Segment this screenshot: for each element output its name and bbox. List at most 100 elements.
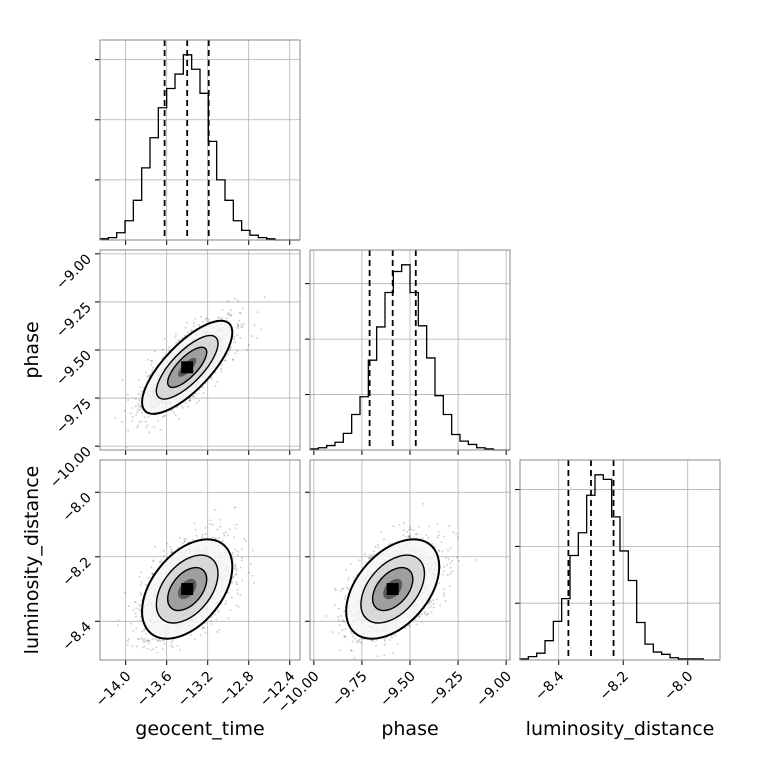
- sample-point: [195, 401, 198, 404]
- sample-point: [150, 360, 152, 362]
- sample-point: [236, 550, 239, 553]
- sample-point: [159, 561, 162, 564]
- density-peak: [181, 361, 194, 374]
- histogram-bin: [570, 555, 578, 660]
- sample-point: [151, 573, 154, 576]
- sample-point: [140, 593, 143, 596]
- histogram-bin: [578, 533, 586, 660]
- sample-point: [157, 419, 160, 422]
- sample-point: [239, 336, 242, 339]
- sample-point: [202, 392, 205, 394]
- sample-point: [234, 352, 237, 355]
- sample-point: [142, 641, 145, 643]
- sample-point: [132, 629, 135, 632]
- panel-frame: [99, 249, 301, 451]
- sample-point: [193, 522, 196, 525]
- sample-point: [251, 549, 254, 552]
- sample-point: [260, 328, 262, 331]
- sample-point: [139, 609, 142, 612]
- sample-point: [152, 366, 155, 369]
- sample-point: [237, 327, 240, 330]
- sample-point: [204, 631, 207, 634]
- sample-point: [117, 619, 120, 622]
- sample-point: [233, 336, 236, 338]
- sample-point: [238, 311, 241, 314]
- histogram-bin: [360, 397, 368, 450]
- sample-point: [163, 549, 165, 552]
- sample-point: [232, 575, 235, 578]
- sample-point: [196, 392, 199, 395]
- sample-point: [121, 420, 124, 423]
- sample-point: [156, 639, 159, 642]
- sample-point: [199, 634, 202, 637]
- sample-point: [175, 406, 178, 409]
- sample-point: [135, 607, 138, 610]
- histogram-bin: [628, 580, 636, 660]
- sample-point: [190, 634, 193, 637]
- sample-point: [145, 420, 147, 423]
- histogram-bin: [537, 653, 545, 660]
- sample-point: [146, 640, 149, 643]
- sample-point: [137, 408, 140, 411]
- sample-point: [231, 580, 233, 583]
- sample-point: [234, 548, 237, 551]
- sample-point: [150, 363, 153, 366]
- sample-point: [139, 393, 142, 396]
- sample-point: [139, 408, 141, 411]
- sample-point: [220, 367, 223, 370]
- sample-point: [142, 638, 145, 641]
- sample-point: [151, 638, 154, 641]
- sample-point: [145, 583, 147, 586]
- sample-point: [147, 415, 150, 418]
- sample-point: [138, 421, 141, 424]
- sample-point: [229, 609, 232, 612]
- sample-point: [240, 323, 243, 326]
- sample-point: [139, 571, 142, 574]
- sample-point: [126, 643, 129, 646]
- sample-point: [210, 377, 213, 380]
- sample-point: [234, 506, 237, 509]
- sample-point: [178, 417, 181, 420]
- histogram-bin: [200, 93, 208, 240]
- histogram-bin: [150, 138, 158, 240]
- histogram-bin: [603, 479, 611, 660]
- sample-point: [228, 349, 231, 352]
- sample-point: [137, 603, 140, 606]
- sample-point: [140, 390, 143, 393]
- sample-point: [136, 424, 139, 427]
- sample-point: [256, 311, 259, 314]
- sample-point: [159, 428, 162, 431]
- sample-point: [170, 641, 173, 644]
- sample-point: [221, 317, 224, 320]
- sample-point: [224, 359, 227, 362]
- sample-point: [137, 402, 140, 405]
- density-peak: [181, 583, 194, 596]
- sample-point: [135, 615, 137, 618]
- histogram-bin: [250, 235, 258, 240]
- sample-point: [148, 374, 151, 377]
- sample-point: [215, 618, 218, 621]
- panel-frame: [99, 459, 301, 661]
- sample-point: [228, 313, 231, 316]
- sample-point: [217, 611, 220, 614]
- sample-point: [129, 412, 132, 415]
- sample-point: [140, 420, 143, 423]
- histogram-bin: [133, 200, 141, 240]
- sample-point: [131, 415, 134, 418]
- sample-point: [226, 353, 229, 356]
- histogram-bin: [460, 441, 468, 450]
- sample-point: [216, 381, 219, 384]
- sample-point: [214, 537, 217, 540]
- sample-point: [125, 446, 128, 449]
- sample-point: [151, 369, 154, 372]
- sample-point: [135, 627, 138, 630]
- sample-point: [177, 340, 180, 343]
- sample-point: [230, 313, 233, 316]
- sample-point: [184, 326, 187, 329]
- sample-point: [203, 627, 205, 629]
- sample-point: [221, 309, 224, 311]
- sample-point: [181, 542, 184, 544]
- sample-point: [139, 406, 142, 409]
- sample-point: [174, 336, 177, 339]
- sample-point: [192, 325, 195, 328]
